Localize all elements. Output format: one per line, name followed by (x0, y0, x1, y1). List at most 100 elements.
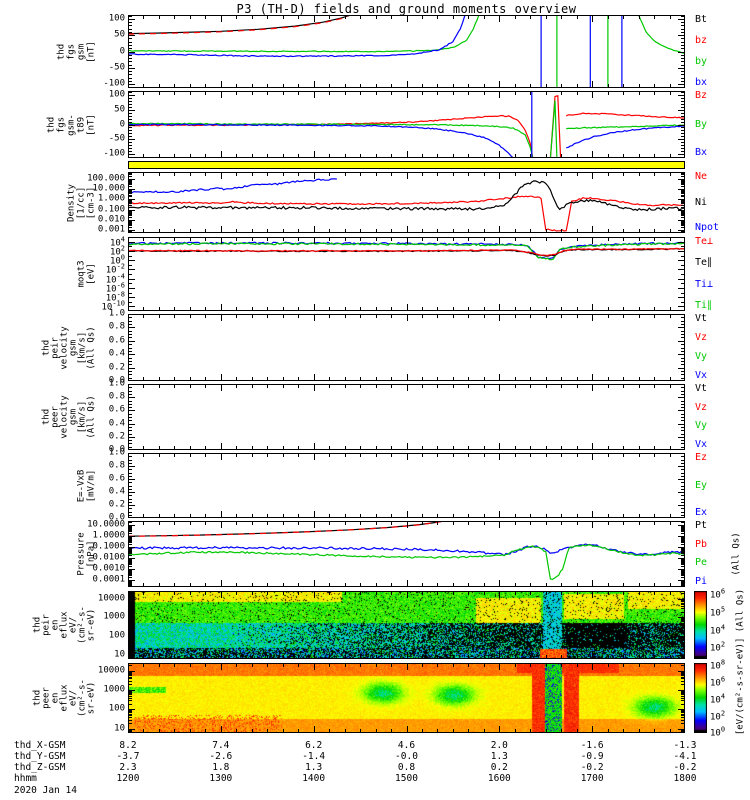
legend-Ni: Ni (695, 196, 708, 208)
peer_eflux-ytick-3: 10 (114, 723, 125, 734)
moqt3-ylabel-line-0: moqt3 (76, 260, 87, 288)
peir_velocity-ytick-0: 1.0 (108, 308, 125, 319)
peir_eflux-cbar-tick-1: 105 (710, 605, 726, 619)
fgs_gsm_t89-ylabel-line-3: t89 (76, 116, 87, 133)
legend-Ex: Ex (695, 507, 708, 518)
series-Bx (566, 125, 685, 149)
series-Npot (128, 178, 337, 194)
peir_velocity-ytick-2: 0.6 (108, 335, 125, 346)
axis-ticks (128, 453, 685, 517)
footer-thd_Y-GSM-value-1: -2.6 (209, 751, 233, 762)
series-By (128, 122, 534, 158)
panel-efield (128, 453, 685, 518)
series-Ni (128, 180, 685, 212)
axis-ticks (128, 592, 685, 659)
axis-ticks (128, 237, 685, 310)
legend-Vt: Vt (695, 313, 708, 324)
panel-peir-velocity (128, 314, 685, 381)
fgs_gsm_t89-ytick-1: 50 (114, 104, 125, 115)
peir_velocity-ytick-3: 0.4 (108, 348, 125, 359)
fgs_gsm-ytick-2: 0 (119, 46, 125, 56)
efield-ytick-3: 0.4 (108, 486, 125, 497)
fgs_gsm_t89-ylabel-line-0: thd (46, 116, 57, 133)
moqt3-ytick-1: 102 (109, 244, 125, 258)
legend-Bz: Bz (695, 90, 708, 101)
peer_velocity-ytick-3: 0.4 (108, 418, 125, 429)
panel-border (128, 663, 685, 733)
panel-peir-eflux-spectrogram (128, 591, 685, 659)
footer-thd_X-GSM-value-2: 6.2 (305, 740, 323, 751)
footer-thd_X-GSM-value-1: 7.4 (212, 740, 230, 751)
fgs_gsm-ylabel-line-1: fgs (66, 43, 77, 60)
density-ytick-4: 0.010 (97, 214, 125, 225)
axis-ticks (128, 664, 685, 733)
axis-ticks (128, 384, 685, 449)
legend-Vz: Vz (695, 332, 708, 343)
footer-thd_Y-GSM-value-5: -0.9 (580, 751, 604, 762)
footer-thd_X-GSM-value-5: -1.6 (580, 740, 604, 751)
panel-border (128, 237, 685, 311)
moqt3-ylabel-line-1: [eV] (86, 263, 97, 285)
density-ylabel-line-0: Density (66, 183, 77, 222)
peer_velocity-ylabel-line-5: (All Qs) (86, 395, 97, 439)
fgs_gsm_t89-ytick-0: 100 (108, 89, 125, 100)
page-title: P3 (TH-D) fields and ground moments over… (236, 2, 577, 16)
legend-Bx: Bx (695, 147, 708, 158)
pressure-ytick-1: 1.0000 (92, 530, 125, 541)
footer-thd_Z-GSM-value-4: 0.2 (490, 762, 508, 773)
footer-row-label-thd_Z-GSM: thd_Z-GSM (14, 762, 66, 773)
legend-Ti∥: Ti∥ (695, 300, 713, 311)
pressure-ytick-4: 0.0010 (92, 563, 125, 574)
panel-pressure (128, 521, 685, 587)
density-ylabel-line-2: [cm-3] (86, 186, 97, 219)
panel-border (128, 91, 685, 158)
legend-Te∥: Te∥ (695, 257, 713, 269)
peir_velocity-ytick-1: 0.8 (108, 321, 125, 332)
moqt3-ytick-7: 10-10 (101, 299, 126, 313)
peer_velocity-ytick-5: 0.0 (108, 444, 125, 455)
panel-moqt3 (128, 237, 685, 311)
series-Pe (128, 544, 685, 581)
efield-ytick-2: 0.6 (108, 473, 125, 484)
peir_eflux-ytick-3: 10 (114, 649, 125, 660)
series-Pb (128, 521, 444, 537)
series-Bx (128, 123, 514, 158)
legend-Vx: Vx (695, 439, 708, 450)
fgs_gsm-ytick-1: 50 (114, 29, 125, 40)
footer-hhmm-value-5: 1700 (580, 773, 604, 784)
peer_eflux-ytick-2: 100 (108, 703, 125, 714)
panel-border (128, 521, 685, 587)
peer_velocity-ytick-4: 0.2 (108, 431, 125, 442)
legend-Ti⊥: Ti⊥ (695, 278, 714, 290)
footer-thd_Y-GSM-value-4: 1.3 (490, 751, 508, 762)
peer_eflux-cbar-tick-2: 104 (710, 692, 726, 706)
footer-row-label-thd_Y-GSM: thd_Y-GSM (14, 751, 66, 762)
peir_eflux-colorbar (694, 591, 707, 659)
legend-Pt: Pt (695, 520, 708, 531)
legend-Vy: Vy (695, 351, 708, 362)
efield-ytick-4: 0.2 (108, 499, 125, 510)
footer-thd_Y-GSM-value-3: -0.0 (395, 751, 418, 762)
legend-Vx: Vx (695, 370, 708, 381)
moqt3-ytick-0: 104 (109, 235, 125, 249)
peer_eflux-cbar-tick-3: 102 (710, 709, 726, 722)
peer_eflux-colorbar (694, 663, 707, 733)
pressure-ytick-2: 0.1000 (92, 541, 125, 552)
peir_eflux-cbar-tick-3: 102 (710, 640, 726, 654)
panel-fgs-gsm-t89 (128, 91, 685, 158)
pressure-ytick-5: 0.0001 (92, 574, 125, 585)
colorbar-unit-label: [eV/(cm²-s-sr-eV)] (All Qs) (735, 588, 746, 736)
legend-Pb: Pb (695, 538, 708, 550)
efield-ytick-1: 0.8 (108, 460, 125, 471)
footer-thd_X-GSM-value-3: 4.6 (397, 740, 416, 751)
footer-thd_Y-GSM-value-6: -4.1 (673, 751, 697, 762)
footer-thd_X-GSM-value-4: 2.0 (490, 740, 508, 751)
series-bz (128, 15, 350, 35)
panel-peir-eflux-spectrogram-heatmap (129, 592, 684, 658)
series-Bz (128, 114, 534, 158)
efield-ylabel-line-0: E=-VxB (76, 469, 87, 502)
density-ytick-5: 0.001 (97, 224, 125, 235)
panel-peer-eflux-spectrogram-heatmap (129, 664, 684, 732)
legend-Vz: Vz (695, 401, 708, 413)
